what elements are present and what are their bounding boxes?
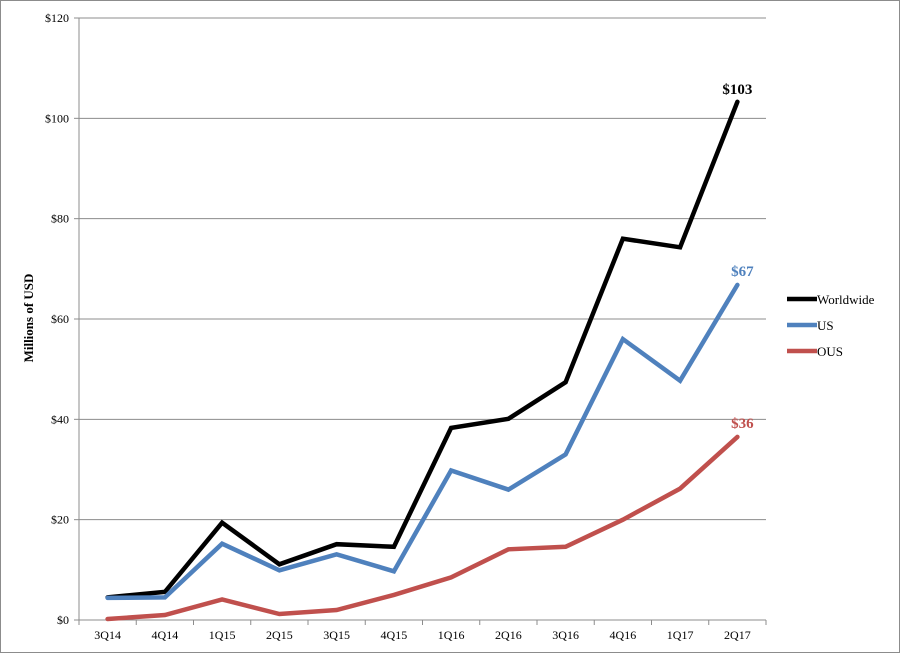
series-end-labels: $103 $67 $36: [722, 82, 754, 432]
end-label-us: $67: [731, 264, 754, 280]
end-label-ous: $36: [731, 416, 754, 432]
legend-label-worldwide: Worldwide: [817, 292, 875, 307]
series-line-us: [105, 282, 740, 601]
series-line-ous: [105, 434, 740, 622]
y-tick-label-100: $100: [45, 111, 69, 125]
series-line-worldwide: [105, 99, 740, 600]
x-tick-labels: 3Q14 4Q14 1Q15 2Q15 3Q15 4Q15 1Q16 2Q16 3Q16 4Q16…: [78, 620, 767, 642]
y-tick-label-40: $40: [51, 412, 69, 426]
y-tick-label-0: $0: [57, 613, 69, 627]
x-tick-label-3Q15: 3Q15: [323, 628, 350, 642]
x-tick-label-1Q15: 1Q15: [209, 628, 236, 642]
x-tick-label-2Q16: 2Q16: [495, 628, 522, 642]
y-tick-label-60: $60: [51, 312, 69, 326]
x-tick-label-1Q17: 1Q17: [667, 628, 694, 642]
y-tick-label-120: $120: [45, 11, 69, 25]
y-tick-label-20: $20: [51, 513, 69, 527]
legend: Worldwide US OUS: [787, 292, 875, 359]
x-tick-label-4Q14: 4Q14: [152, 628, 179, 642]
series-lines: [105, 99, 740, 622]
y-axis-label: Millions of USD: [21, 274, 36, 363]
y-tick-labels: $0 $20 $40 $60 $80 $100 $120: [45, 11, 69, 627]
legend-label-us: US: [817, 318, 834, 333]
x-tick-label-3Q16: 3Q16: [552, 628, 579, 642]
legend-label-ous: OUS: [817, 344, 843, 359]
x-tick-label-4Q16: 4Q16: [610, 628, 637, 642]
y-tick-label-80: $80: [51, 212, 69, 226]
end-label-worldwide: $103: [722, 82, 752, 98]
x-tick-label-2Q15: 2Q15: [266, 628, 293, 642]
x-tick-label-3Q14: 3Q14: [94, 628, 121, 642]
x-tick-label-1Q16: 1Q16: [438, 628, 465, 642]
x-tick-label-2Q17: 2Q17: [724, 628, 751, 642]
x-tick-label-4Q15: 4Q15: [381, 628, 408, 642]
gridlines: [74, 17, 766, 621]
